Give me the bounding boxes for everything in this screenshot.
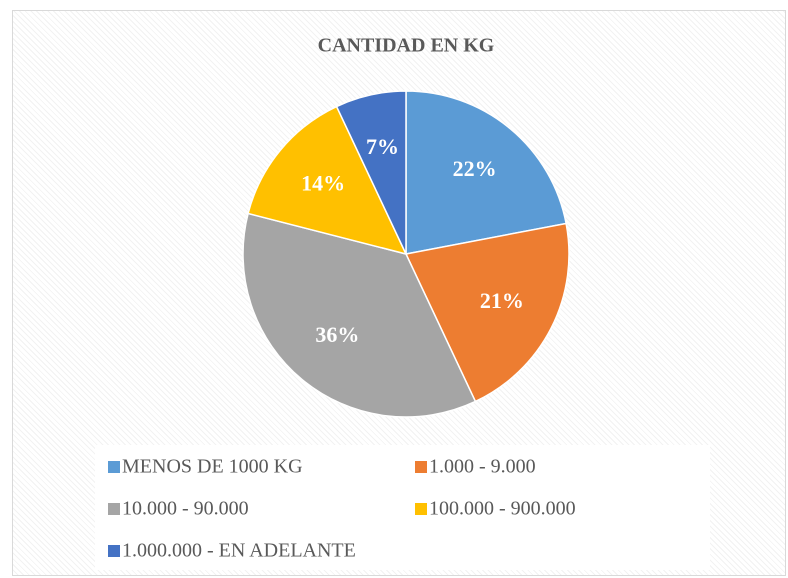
- legend-swatch: [108, 461, 120, 473]
- legend-label: MENOS DE 1000 KG: [122, 456, 303, 478]
- legend-label: 100.000 - 900.000: [429, 498, 576, 520]
- legend-swatch: [415, 503, 427, 515]
- legend-label: 10.000 - 90.000: [122, 498, 249, 520]
- data-label: 14%: [301, 170, 345, 195]
- pie-slice: [242, 212, 477, 418]
- chart-title: CANTIDAD EN KG: [318, 35, 495, 57]
- legend-box: [95, 445, 710, 570]
- legend-swatch: [415, 461, 427, 473]
- pie-slice: [405, 90, 567, 255]
- legend-swatch: [108, 503, 120, 515]
- data-label: 7%: [366, 134, 399, 159]
- pie-slice: [335, 90, 407, 255]
- data-label: 21%: [480, 288, 524, 313]
- data-label: 36%: [315, 322, 359, 347]
- pie-slice: [247, 105, 408, 256]
- legend-label: 1.000 - 9.000: [429, 456, 536, 478]
- legend-swatch: [108, 545, 120, 557]
- data-label: 22%: [453, 156, 497, 181]
- pie-slice: [404, 222, 570, 403]
- legend-label: 1.000.000 - EN ADELANTE: [122, 540, 356, 562]
